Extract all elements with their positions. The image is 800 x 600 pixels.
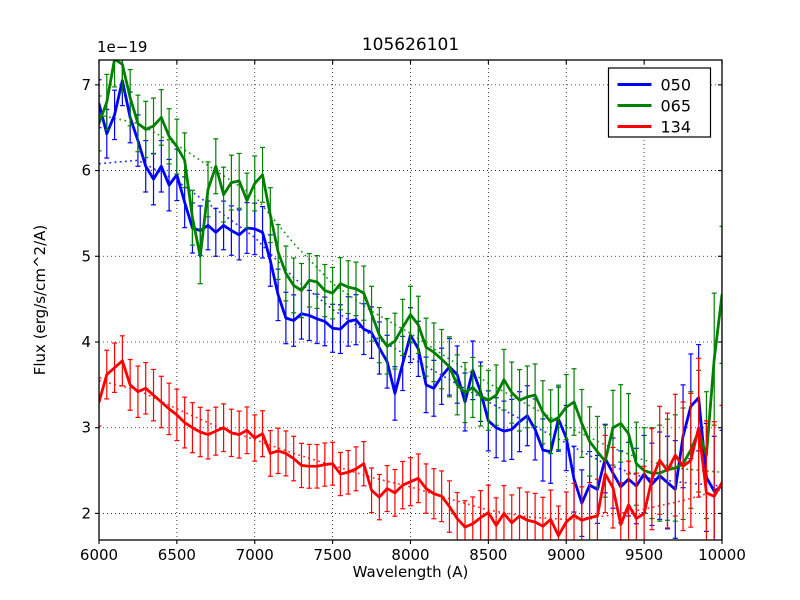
y-tick-label: 7 [81,76,91,94]
chart-title: 105626101 [362,35,459,55]
y-tick-label: 3 [81,419,91,437]
y-axis-label: Flux (erg/s/cm^2/A) [31,225,49,376]
model-line-050-model [99,159,722,487]
y-tick-label: 5 [81,247,91,265]
x-tick-label: 6500 [158,546,196,564]
series-065 [99,60,722,522]
series-134 [99,335,722,540]
y-tick-label: 2 [81,504,91,522]
axes: 6000 6500 7000 7500 8000 8500 9000 9500 10000 2 3 4… [80,59,746,564]
x-tick-label: 10000 [698,546,746,564]
y-tick-label: 6 [81,162,91,180]
legend-label-050: 050 [661,75,692,94]
x-axis-label: Wavelength (A) [353,563,469,581]
x-tick-label: 7500 [314,546,352,564]
legend: 050 065 134 [607,67,712,138]
x-tick-label: 9000 [547,546,585,564]
x-tick-label: 8000 [391,546,429,564]
data-series-layer [99,60,722,540]
x-tick-label: 6000 [80,546,118,564]
data-line-134 [99,359,722,538]
model-line-065-model [99,114,722,474]
x-tick-label: 9500 [625,546,663,564]
legend-label-134: 134 [661,117,692,136]
data-line-065 [99,60,722,475]
y-tick-label: 4 [81,333,91,351]
x-tick-label: 7000 [236,546,274,564]
legend-box [607,67,712,138]
x-tick-label: 8500 [469,546,507,564]
y-axis-offset-text: 1e−19 [97,38,147,56]
legend-label-065: 065 [661,96,692,115]
